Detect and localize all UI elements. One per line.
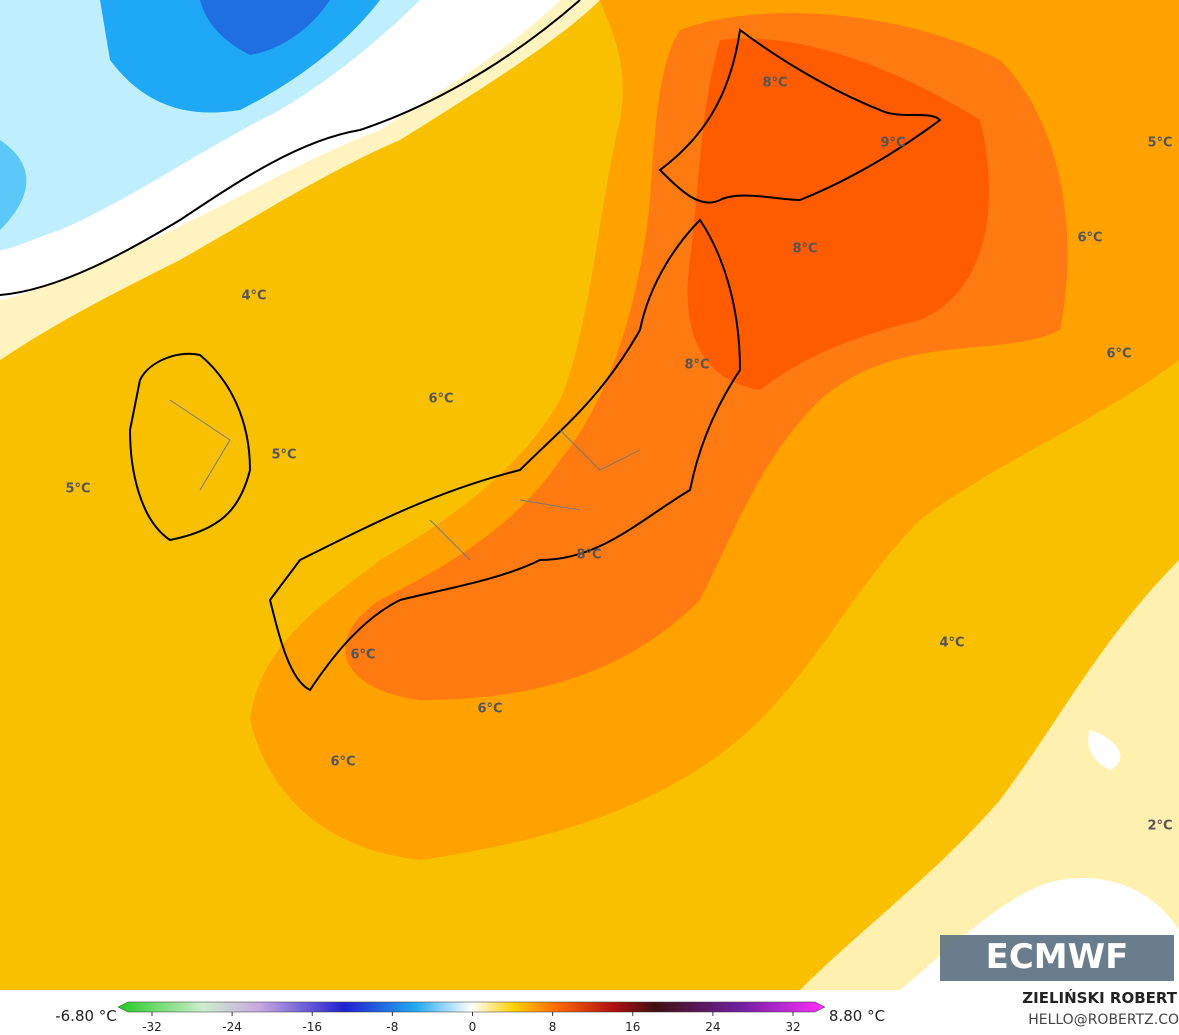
footer (0, 990, 1179, 1035)
logo-box (940, 935, 1174, 981)
tick-label: -24 (222, 1020, 242, 1034)
temperature-label: 6°C (477, 702, 502, 717)
tick-label: 16 (625, 1020, 640, 1034)
tick-label: 24 (705, 1020, 720, 1034)
tick-label: 0 (469, 1020, 477, 1034)
temperature-label: 4°C (939, 636, 964, 651)
logo: ECMWF (986, 937, 1129, 977)
temperature-label: 8°C (684, 358, 709, 373)
temperature-label: 6°C (428, 392, 453, 407)
temperature-label: 9°C (880, 136, 905, 151)
temperature-label: 5°C (65, 482, 90, 497)
temperature-label: 6°C (1106, 347, 1131, 362)
colorbar (117, 1001, 826, 1013)
temperature-label: 8°C (762, 76, 787, 91)
colorbar-ticks: -32 -24 -16 -8 0 8 16 24 32 (142, 1012, 801, 1034)
tick-label: 32 (785, 1020, 800, 1034)
tick-label: 8 (549, 1020, 557, 1034)
tick-label: -32 (142, 1020, 162, 1034)
author: ZIELIŃSKI ROBERT (1022, 988, 1177, 1007)
temperature-label: 6°C (1077, 231, 1102, 246)
map-field (0, 0, 1179, 990)
temperature-label: 6°C (350, 648, 375, 663)
temperature-label: 8°C (792, 242, 817, 257)
tick-label: -8 (386, 1020, 398, 1034)
temperature-label: 2°C (1147, 819, 1172, 834)
temperature-label: 5°C (271, 448, 296, 463)
colorbar-max: 8.80 °C (829, 1007, 885, 1025)
temperature-label: 5°C (1147, 136, 1172, 151)
temperature-label: 4°C (241, 289, 266, 304)
email: HELLO@ROBERTZ.CO (1028, 1012, 1179, 1028)
colorbar-min: -6.80 °C (55, 1007, 117, 1025)
temperature-label: 6°C (330, 755, 355, 770)
temperature-labels: 8°C 9°C 5°C 8°C 6°C 4°C 6°C 8°C 6°C 5°C 5°C 8°C 4°C 6… (65, 76, 1172, 834)
temperature-label: 8°C (576, 548, 601, 563)
tick-label: -16 (302, 1020, 322, 1034)
